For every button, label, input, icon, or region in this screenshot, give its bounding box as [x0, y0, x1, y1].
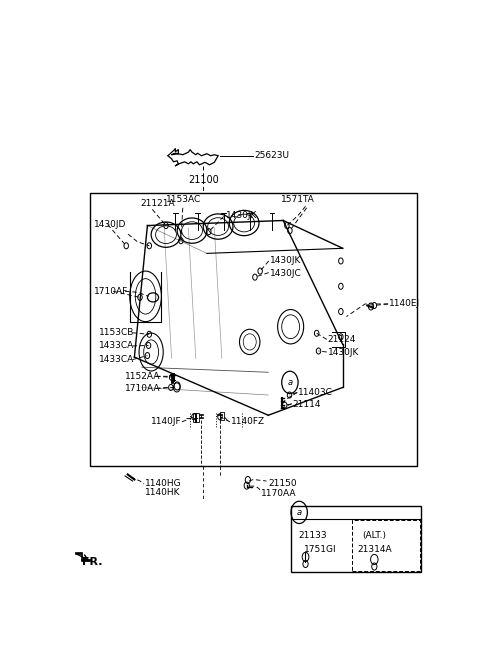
- Text: 1433CA: 1433CA: [99, 355, 134, 364]
- Text: 1140EJ: 1140EJ: [389, 300, 420, 308]
- Text: 11403C: 11403C: [298, 388, 333, 397]
- Text: 1153CB: 1153CB: [99, 328, 134, 337]
- Bar: [193, 413, 199, 422]
- Text: 1430JK: 1430JK: [328, 348, 359, 357]
- Text: 1430JK: 1430JK: [270, 256, 301, 265]
- Text: 1571TA: 1571TA: [281, 195, 315, 204]
- Text: 1153AC: 1153AC: [166, 195, 201, 204]
- Text: (ALT.): (ALT.): [362, 531, 386, 540]
- Text: 1430JK: 1430JK: [226, 211, 257, 220]
- Text: FR.: FR.: [82, 557, 102, 567]
- Polygon shape: [75, 552, 90, 561]
- Text: 1710AF: 1710AF: [94, 287, 128, 296]
- Bar: [290, 507, 421, 572]
- Text: 1433CA: 1433CA: [99, 342, 134, 350]
- Text: 21114: 21114: [292, 399, 321, 409]
- Text: 1152AA: 1152AA: [125, 372, 160, 381]
- Text: a: a: [297, 508, 302, 517]
- Text: 1430JC: 1430JC: [270, 269, 302, 278]
- Text: 21124: 21124: [328, 335, 356, 344]
- Text: 25623U: 25623U: [254, 151, 289, 160]
- Text: 21133: 21133: [298, 531, 327, 540]
- Text: 1710AA: 1710AA: [125, 384, 161, 393]
- Text: 21150: 21150: [268, 479, 297, 488]
- Text: 1140FZ: 1140FZ: [231, 417, 265, 426]
- Text: 1751GI: 1751GI: [304, 545, 336, 554]
- Text: 1170AA: 1170AA: [261, 489, 296, 498]
- Text: 21121A: 21121A: [140, 199, 175, 208]
- Bar: [220, 412, 224, 420]
- Text: a: a: [288, 378, 292, 387]
- Text: 1430JD: 1430JD: [94, 220, 126, 229]
- Text: 21100: 21100: [188, 175, 218, 185]
- Text: 1140JF: 1140JF: [151, 417, 182, 426]
- Text: 21314A: 21314A: [357, 545, 392, 554]
- Bar: [90, 193, 417, 466]
- Text: 1140HG: 1140HG: [145, 479, 181, 488]
- Text: 1140HK: 1140HK: [145, 488, 180, 497]
